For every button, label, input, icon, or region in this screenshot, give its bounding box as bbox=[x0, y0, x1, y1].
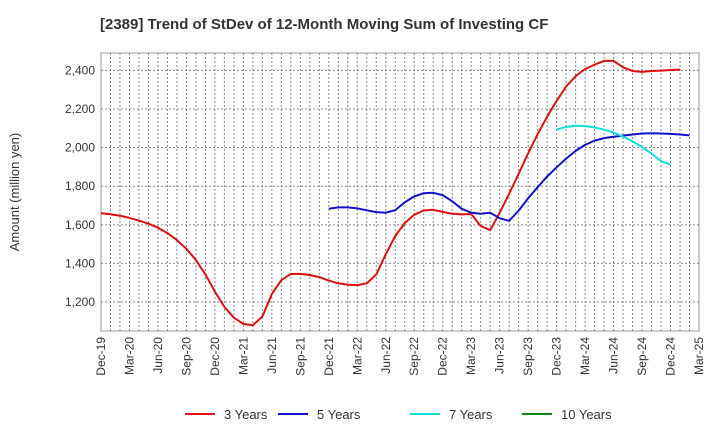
legend-item: 5 Years bbox=[278, 407, 361, 422]
series-line bbox=[100, 59, 681, 327]
legend-label: 10 Years bbox=[561, 407, 612, 422]
x-tick-label: Mar-25 bbox=[692, 337, 706, 375]
x-tick-label: Sep-22 bbox=[407, 337, 421, 376]
x-tick-label: Sep-23 bbox=[521, 337, 535, 376]
x-tick-label: Dec-23 bbox=[550, 337, 564, 376]
x-tick-label: Jun-20 bbox=[151, 337, 165, 374]
x-tick-label: Dec-22 bbox=[436, 337, 450, 376]
y-tick-label: 1,600 bbox=[65, 218, 95, 232]
y-axis-ticks: 1,200 1,400 1,600 1,800 2,000 2,200 2,400 bbox=[65, 63, 95, 309]
x-tick-label: Mar-24 bbox=[578, 337, 592, 375]
x-tick-label: Mar-22 bbox=[350, 337, 364, 375]
legend-label: 5 Years bbox=[317, 407, 361, 422]
x-tick-label: Jun-21 bbox=[265, 337, 279, 374]
series-line bbox=[556, 124, 671, 166]
legend-item: 3 Years bbox=[185, 407, 268, 422]
x-axis-ticks: Dec-19 Mar-20 Jun-20 Sep-20 Dec-20 Mar-21 Jun-… bbox=[94, 337, 706, 376]
x-tick-label: Sep-21 bbox=[293, 337, 307, 376]
y-tick-label: 1,200 bbox=[65, 295, 95, 309]
y-tick-label: 2,400 bbox=[65, 63, 95, 77]
series-line bbox=[328, 132, 690, 222]
x-tick-label: Mar-23 bbox=[464, 337, 478, 375]
legend-item: 7 Years bbox=[410, 407, 493, 422]
x-tick-label: Jun-22 bbox=[379, 337, 393, 374]
legend: 3 Years 5 Years 7 Years 10 Years bbox=[185, 407, 612, 422]
y-tick-label: 1,800 bbox=[65, 179, 95, 193]
y-tick-label: 2,000 bbox=[65, 141, 95, 155]
legend-label: 3 Years bbox=[224, 407, 268, 422]
x-tick-label: Jun-24 bbox=[607, 337, 621, 374]
plot-area bbox=[100, 52, 700, 332]
legend-label: 7 Years bbox=[449, 407, 493, 422]
x-tick-label: Dec-24 bbox=[664, 337, 678, 376]
x-tick-label: Jun-23 bbox=[493, 337, 507, 374]
x-tick-label: Mar-20 bbox=[122, 337, 136, 375]
y-tick-label: 1,400 bbox=[65, 256, 95, 270]
x-tick-label: Dec-20 bbox=[208, 337, 222, 376]
x-tick-label: Sep-20 bbox=[179, 337, 193, 376]
y-tick-label: 2,200 bbox=[65, 102, 95, 116]
x-tick-label: Dec-19 bbox=[94, 337, 108, 376]
x-tick-label: Dec-21 bbox=[322, 337, 336, 376]
x-tick-label: Sep-24 bbox=[635, 337, 649, 376]
y-axis-label: Amount (million yen) bbox=[7, 133, 22, 252]
x-tick-label: Mar-21 bbox=[236, 337, 250, 375]
chart-title: [2389] Trend of StDev of 12-Month Moving… bbox=[100, 16, 548, 33]
series-lines bbox=[100, 59, 690, 327]
legend-item: 10 Years bbox=[522, 407, 612, 422]
